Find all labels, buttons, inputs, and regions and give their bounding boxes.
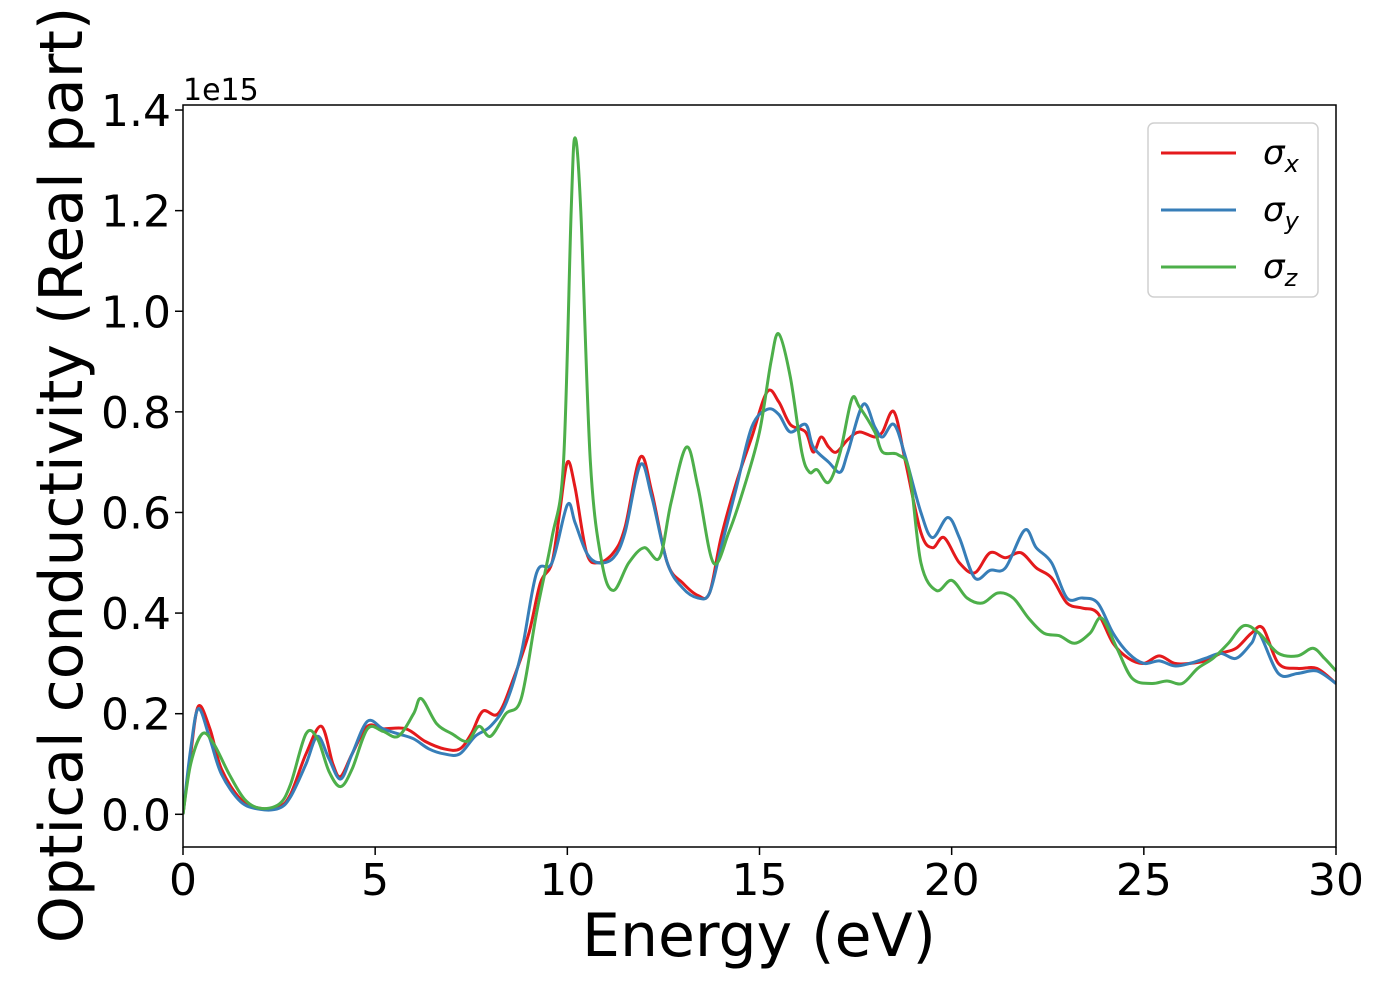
legend-label-x: σx <box>1263 133 1300 178</box>
y-axis-offset-label: 1e15 <box>183 73 259 108</box>
y-tick-label: 0.6 <box>101 488 171 539</box>
legend: σx σy σz <box>1147 122 1319 298</box>
y-axis-ticks: 0.0 0.2 0.4 0.6 0.8 1.0 1.2 1.4 <box>101 86 183 841</box>
x-tick-label: 0 <box>169 855 197 906</box>
plot-area <box>182 104 1337 848</box>
x-tick-label: 20 <box>924 855 980 906</box>
x-tick-label: 5 <box>361 855 389 906</box>
y-tick-label: 0.2 <box>101 690 171 741</box>
y-tick-label: 0.8 <box>101 388 171 439</box>
x-tick-label: 15 <box>732 855 788 906</box>
series-line-z <box>183 136 1336 815</box>
x-axis-label: Energy (eV) <box>582 901 936 971</box>
y-tick-label: 0.4 <box>101 589 171 640</box>
x-tick-label: 25 <box>1116 855 1172 906</box>
y-axis-label: Optical conductivity (Real part) <box>27 7 97 944</box>
legend-label-y: σy <box>1263 190 1300 235</box>
y-tick-label: 1.0 <box>101 287 171 338</box>
series-line-y <box>183 402 1336 815</box>
y-tick-label: 1.2 <box>101 187 171 238</box>
x-tick-label: 30 <box>1308 855 1364 906</box>
x-axis-ticks: 0 5 10 15 20 25 30 <box>169 847 1364 906</box>
legend-label-z: σz <box>1263 247 1299 292</box>
x-tick-label: 10 <box>539 855 595 906</box>
y-tick-label: 1.4 <box>101 86 171 137</box>
y-tick-label: 0.0 <box>101 790 171 841</box>
